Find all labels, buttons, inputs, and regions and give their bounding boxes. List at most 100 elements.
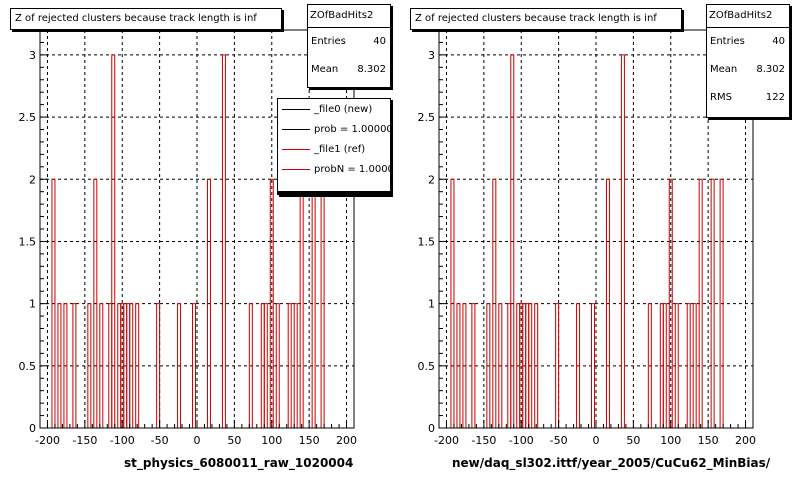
x-tick-label: -100 bbox=[509, 434, 534, 447]
legend-entry: probN = 1.000000 bbox=[278, 159, 390, 179]
right-stats-box: ZOfBadHits2 Entries 40 Mean 8.302 RMS 12… bbox=[706, 4, 790, 118]
x-tick-label: -50 bbox=[151, 434, 169, 447]
histogram-bin bbox=[576, 303, 581, 428]
legend-entry: _file1 (ref) bbox=[278, 139, 390, 159]
histogram-bin bbox=[87, 303, 92, 428]
histogram-bin bbox=[605, 178, 610, 428]
y-tick-label: 0 bbox=[428, 422, 435, 435]
y-tick-label: 2.5 bbox=[418, 111, 436, 124]
legend-line-swatch bbox=[282, 168, 310, 170]
histogram-bin bbox=[263, 303, 268, 428]
left-stats-entries-value: 40 bbox=[373, 36, 386, 47]
histogram-bin bbox=[647, 303, 652, 428]
y-tick-label: 1 bbox=[428, 298, 435, 311]
histogram-bin bbox=[192, 303, 197, 428]
legend-line-swatch bbox=[282, 108, 310, 110]
histogram-bin bbox=[692, 303, 697, 428]
histogram-bin bbox=[686, 303, 691, 428]
histogram-bin bbox=[555, 303, 560, 428]
x-tick-label: 200 bbox=[336, 434, 357, 447]
legend-entry-label: prob = 1.000000 bbox=[314, 123, 391, 135]
histogram-bin bbox=[293, 303, 298, 428]
left-stats-name: ZOfBadHits2 bbox=[308, 5, 390, 28]
legend-line-swatch bbox=[282, 148, 310, 150]
x-tick-label: 150 bbox=[299, 434, 320, 447]
right-stats-entries-row: Entries 40 bbox=[707, 28, 789, 56]
right-stats-mean-row: Mean 8.302 bbox=[707, 56, 789, 84]
left-stats-mean-label: Mean bbox=[311, 64, 339, 75]
histogram-bin bbox=[450, 178, 455, 428]
histogram-bin bbox=[668, 178, 673, 428]
x-tick-label: 100 bbox=[261, 434, 282, 447]
right-stats-mean-label: Mean bbox=[710, 64, 738, 75]
histogram-bin bbox=[662, 303, 667, 428]
histogram-bin bbox=[51, 178, 56, 428]
legend-entry: prob = 1.000000 bbox=[278, 119, 390, 139]
histogram-bin bbox=[591, 303, 596, 428]
histogram-bin bbox=[462, 303, 467, 428]
right-stats-entries-label: Entries bbox=[710, 36, 745, 47]
histogram-bin bbox=[620, 54, 625, 428]
left-stats-box: ZOfBadHits2 Entries 40 Mean 8.302 bbox=[307, 4, 391, 88]
left-histogram-title: Z of rejected clusters because track len… bbox=[10, 8, 282, 30]
histogram-bin bbox=[471, 303, 476, 428]
histogram-bin bbox=[498, 303, 503, 428]
histogram-bin bbox=[111, 54, 116, 428]
histogram-bin bbox=[486, 303, 491, 428]
right-stats-rms-label: RMS bbox=[710, 92, 732, 103]
histogram-bin bbox=[221, 54, 226, 428]
histogram-bin bbox=[534, 303, 539, 428]
histogram-bin bbox=[248, 303, 253, 428]
y-tick-label: 2 bbox=[29, 173, 36, 186]
left-stats-mean-row: Mean 8.302 bbox=[308, 56, 390, 84]
histogram-bin bbox=[93, 178, 98, 428]
histogram-bin bbox=[710, 178, 715, 428]
right-stats-entries-value: 40 bbox=[772, 36, 785, 47]
right-stats-rms-value: 122 bbox=[765, 92, 785, 103]
x-tick-label: 150 bbox=[698, 434, 719, 447]
histogram-bin bbox=[311, 178, 316, 428]
x-tick-label: -100 bbox=[110, 434, 135, 447]
histogram-bin bbox=[528, 303, 533, 428]
x-tick-label: -150 bbox=[72, 434, 97, 447]
x-tick-label: 50 bbox=[626, 434, 640, 447]
left-histogram-panel: -200 -150 -100 -50 0 50 100 150 200 0 0.5 1 1.5 2 2.5 3 bbox=[19, 29, 357, 447]
histogram-bin bbox=[456, 303, 461, 428]
y-tick-label: 1.5 bbox=[19, 235, 37, 248]
right-stats-name: ZOfBadHits2 bbox=[707, 5, 789, 28]
legend-entry: _file0 (new) bbox=[278, 99, 390, 119]
right-histogram-panel: -200 -150 -100 -50 0 50 100 150 200 0 0.5 1 1.5 2 2.5 3 bbox=[418, 29, 756, 447]
histogram-bin bbox=[156, 303, 161, 428]
histogram-bin bbox=[206, 178, 211, 428]
left-x-axis-title: st_physics_6080011_raw_1020004 bbox=[124, 456, 354, 470]
legend-entry-label: _file0 (new) bbox=[314, 103, 373, 115]
right-x-axis-title: new/daq_sl302.ittf/year_2005/CuCu62_MinB… bbox=[452, 456, 771, 470]
histogram-bin bbox=[275, 303, 280, 428]
y-tick-label: 3 bbox=[428, 49, 435, 62]
x-tick-label: -200 bbox=[434, 434, 459, 447]
left-stats-entries-row: Entries 40 bbox=[308, 28, 390, 56]
x-tick-label: -200 bbox=[35, 434, 60, 447]
y-tick-label: 0.5 bbox=[418, 360, 436, 373]
right-stats-mean-value: 8.302 bbox=[756, 64, 785, 75]
comparison-legend: _file0 (new) prob = 1.000000 _file1 (ref… bbox=[277, 98, 391, 195]
histogram-bin bbox=[492, 178, 497, 428]
histogram-bin bbox=[719, 178, 724, 428]
right-stats-rms-row: RMS 122 bbox=[707, 84, 789, 112]
histogram-bin bbox=[99, 303, 104, 428]
y-tick-label: 1 bbox=[29, 298, 36, 311]
x-tick-label: 50 bbox=[227, 434, 241, 447]
histogram-bin bbox=[510, 54, 515, 428]
x-tick-label: 0 bbox=[593, 434, 600, 447]
histogram-bin bbox=[63, 303, 68, 428]
y-tick-label: 1.5 bbox=[418, 235, 436, 248]
y-tick-label: 2 bbox=[428, 173, 435, 186]
histogram-bin bbox=[698, 178, 703, 428]
y-tick-label: 0.5 bbox=[19, 360, 37, 373]
legend-entry-label: probN = 1.000000 bbox=[314, 163, 390, 175]
y-tick-label: 3 bbox=[29, 49, 36, 62]
y-tick-label: 0 bbox=[29, 422, 36, 435]
histogram-bin bbox=[135, 303, 140, 428]
histogram-bin bbox=[674, 303, 679, 428]
